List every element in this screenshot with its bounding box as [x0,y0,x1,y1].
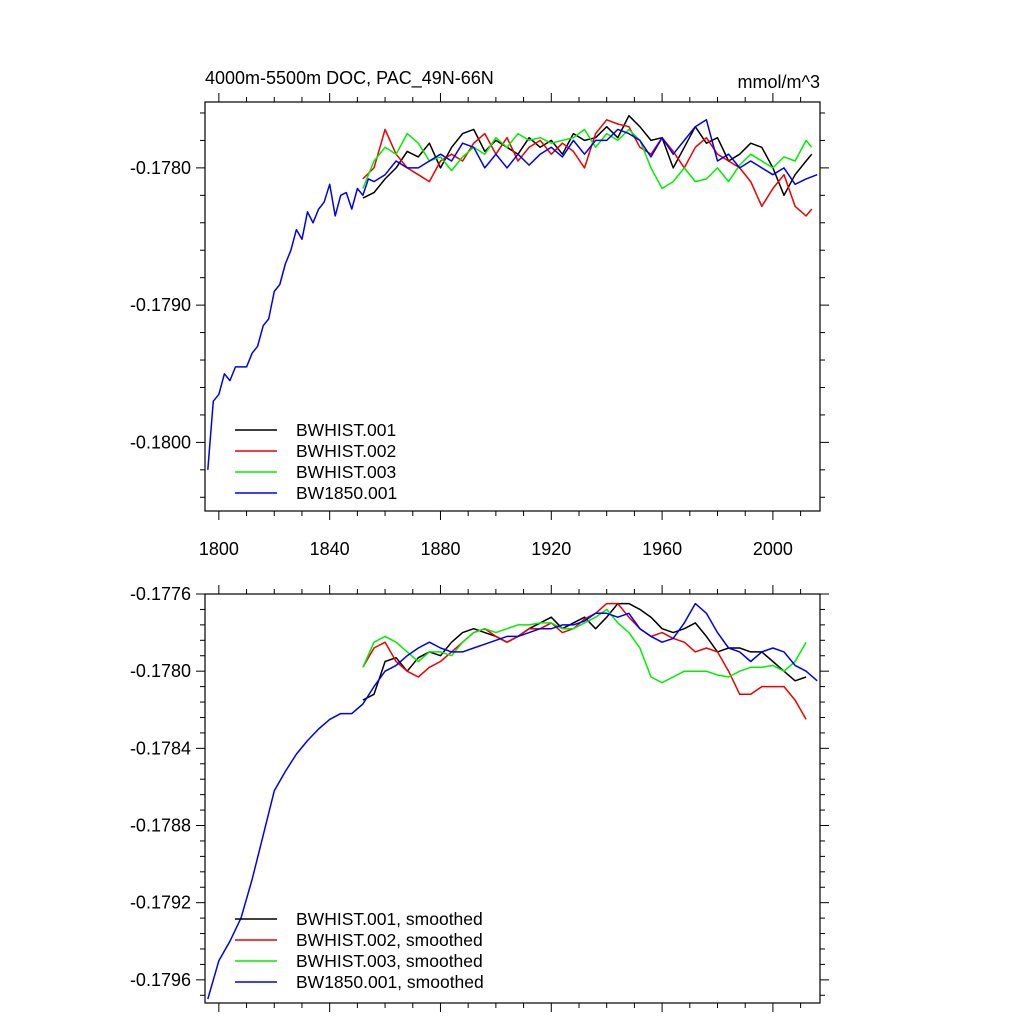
legend-label: BW1850.001 [296,483,397,503]
x-axis [218,585,802,1012]
x-tick-label: 2000 [753,539,793,559]
series-line-3 [207,602,818,1000]
y-axis: -0.1776 -0.1780 -0.1784 -0.1788 -0.1792 -0.17… [130,584,829,996]
y-tick-label: -0.1780 [130,661,191,681]
x-tick-label: 1800 [199,539,239,559]
series-line-1 [362,602,807,720]
legend-label: BWHIST.002 [296,441,396,461]
series-line-1 [362,119,813,217]
plot-frame [204,593,821,1004]
series-line-0 [362,602,807,701]
series-lines [207,602,818,1000]
y-axis: -0.1780 -0.1790 -0.1800 [130,112,829,498]
series-line-2 [362,128,813,190]
y-tick-label: -0.1788 [130,816,191,836]
y-tick-label: -0.1790 [130,295,191,315]
legend-label: BW1850.001, smoothed [296,972,484,992]
y-tick-label: -0.1784 [130,738,191,758]
series-line-3 [207,119,818,470]
series-line-2 [362,608,807,684]
chart-title: 4000m-5500m DOC, PAC_49N-66N [205,68,494,89]
bottom-panel: -0.1776 -0.1780 -0.1784 -0.1788 -0.1792 -0.17… [130,584,829,1012]
legend-label: BWHIST.001, smoothed [296,909,483,929]
x-tick-label: 1960 [642,539,682,559]
legend-label: BWHIST.002, smoothed [296,930,483,950]
y-tick-label: -0.1796 [130,970,191,990]
x-tick-label: 1880 [420,539,460,559]
legend-label: BWHIST.003, smoothed [296,951,483,971]
top-panel: 4000m-5500m DOC, PAC_49N-66N mmol/m^3 18… [130,68,829,559]
y-tick-label: -0.1776 [130,584,191,604]
series-lines [207,114,818,470]
legend-label: BWHIST.001 [296,420,396,440]
units-label: mmol/m^3 [738,72,820,92]
y-tick-label: -0.1800 [130,432,191,452]
plot-frame [204,101,821,512]
y-tick-label: -0.1780 [130,158,191,178]
y-tick-label: -0.1792 [130,893,191,913]
x-axis: 1800 1840 1880 1920 1960 2000 [199,93,802,559]
legend-label: BWHIST.003 [296,462,396,482]
x-tick-label: 1840 [310,539,350,559]
x-tick-label: 1920 [531,539,571,559]
